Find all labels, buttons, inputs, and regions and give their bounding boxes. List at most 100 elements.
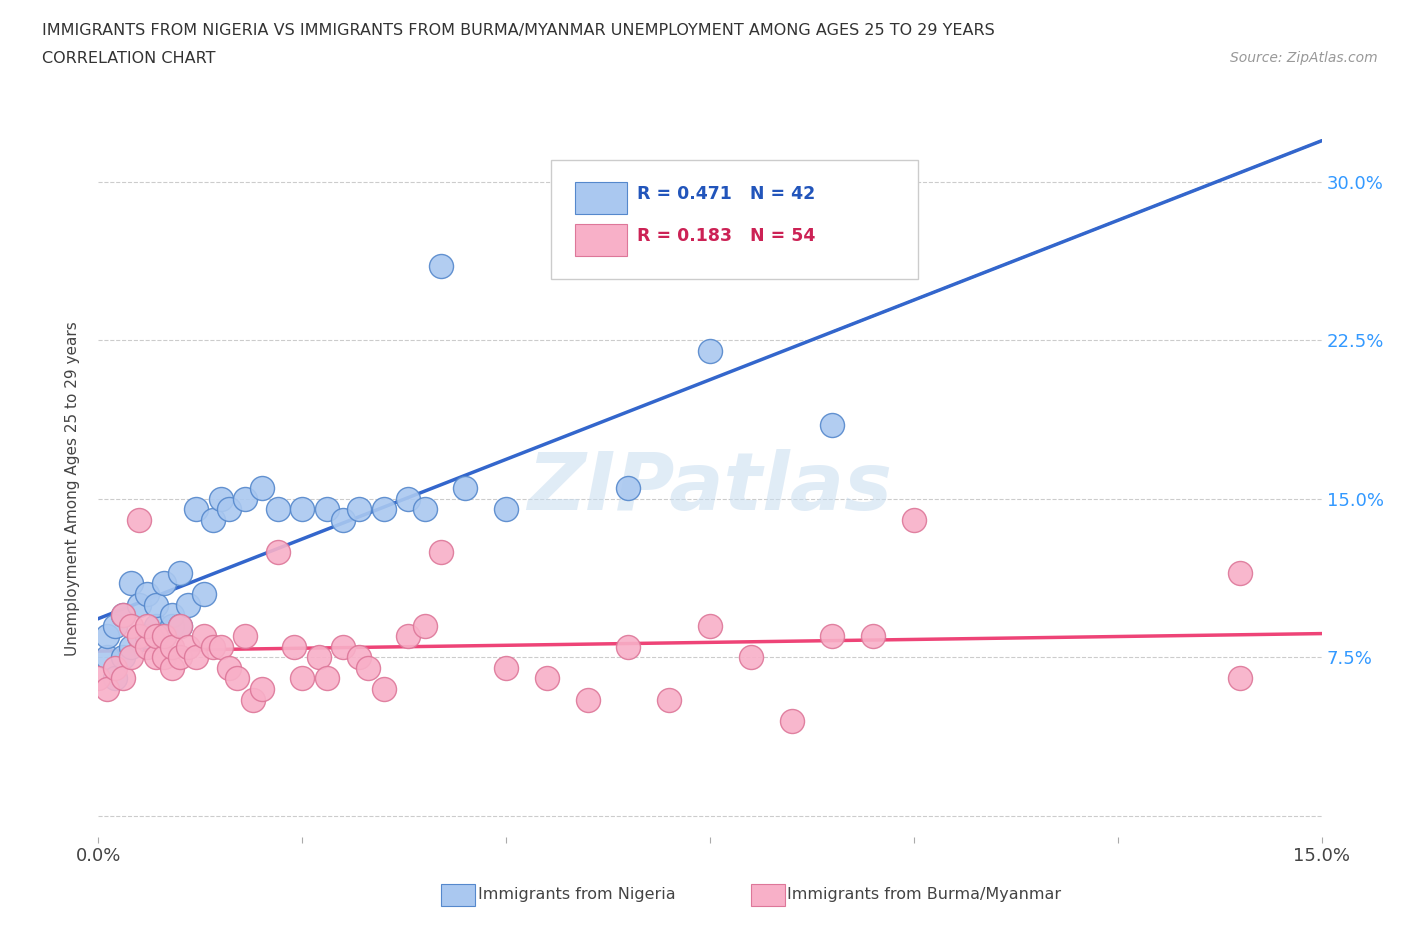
Point bbox=[1229, 671, 1251, 686]
Point bbox=[209, 639, 232, 654]
Point bbox=[169, 650, 191, 665]
Point bbox=[780, 713, 803, 728]
Point bbox=[104, 618, 127, 633]
Text: CORRELATION CHART: CORRELATION CHART bbox=[42, 51, 215, 66]
Point bbox=[169, 565, 191, 580]
Text: Immigrants from Nigeria: Immigrants from Nigeria bbox=[478, 887, 676, 902]
Point bbox=[104, 671, 127, 686]
Point bbox=[242, 692, 264, 707]
Point bbox=[177, 597, 200, 612]
Text: ZIPatlas: ZIPatlas bbox=[527, 449, 893, 527]
Point bbox=[120, 650, 142, 665]
Point bbox=[349, 650, 371, 665]
Point bbox=[120, 576, 142, 591]
FancyBboxPatch shape bbox=[575, 224, 627, 256]
Point bbox=[218, 502, 240, 517]
Point bbox=[699, 618, 721, 633]
Point bbox=[128, 629, 150, 644]
Point bbox=[349, 502, 371, 517]
Point bbox=[111, 607, 134, 622]
Point bbox=[136, 629, 159, 644]
Point bbox=[430, 544, 453, 559]
Point bbox=[699, 343, 721, 358]
Point bbox=[111, 671, 134, 686]
Point bbox=[233, 629, 256, 644]
Text: Source: ZipAtlas.com: Source: ZipAtlas.com bbox=[1230, 51, 1378, 65]
Point bbox=[495, 502, 517, 517]
Point bbox=[332, 639, 354, 654]
Point bbox=[373, 682, 395, 697]
Point bbox=[233, 491, 256, 506]
Point bbox=[193, 587, 215, 602]
Point bbox=[136, 587, 159, 602]
Point bbox=[332, 512, 354, 527]
Point bbox=[617, 481, 640, 496]
Point bbox=[356, 660, 378, 675]
Point bbox=[218, 660, 240, 675]
Point bbox=[315, 502, 337, 517]
Point bbox=[120, 618, 142, 633]
Point bbox=[145, 650, 167, 665]
Point bbox=[396, 629, 419, 644]
Point bbox=[267, 544, 290, 559]
Point bbox=[169, 618, 191, 633]
Point bbox=[152, 650, 174, 665]
Point bbox=[152, 629, 174, 644]
Point bbox=[160, 639, 183, 654]
Text: Immigrants from Burma/Myanmar: Immigrants from Burma/Myanmar bbox=[787, 887, 1062, 902]
Point bbox=[201, 639, 224, 654]
Point bbox=[193, 629, 215, 644]
Y-axis label: Unemployment Among Ages 25 to 29 years: Unemployment Among Ages 25 to 29 years bbox=[65, 321, 80, 656]
Point bbox=[903, 512, 925, 527]
Point bbox=[536, 671, 558, 686]
Point bbox=[209, 491, 232, 506]
Point bbox=[136, 618, 159, 633]
Point bbox=[128, 597, 150, 612]
Point bbox=[145, 618, 167, 633]
Point bbox=[96, 629, 118, 644]
Point bbox=[120, 639, 142, 654]
Point bbox=[226, 671, 249, 686]
Point bbox=[186, 502, 208, 517]
Point bbox=[413, 618, 436, 633]
Point bbox=[136, 639, 159, 654]
Text: R = 0.183   N = 54: R = 0.183 N = 54 bbox=[637, 227, 815, 245]
Point bbox=[617, 639, 640, 654]
Point bbox=[87, 671, 110, 686]
FancyBboxPatch shape bbox=[575, 182, 627, 214]
Point bbox=[1229, 565, 1251, 580]
Point bbox=[250, 682, 273, 697]
Text: IMMIGRANTS FROM NIGERIA VS IMMIGRANTS FROM BURMA/MYANMAR UNEMPLOYMENT AMONG AGES: IMMIGRANTS FROM NIGERIA VS IMMIGRANTS FR… bbox=[42, 23, 995, 38]
Point bbox=[495, 660, 517, 675]
Point bbox=[373, 502, 395, 517]
Point bbox=[96, 682, 118, 697]
Point bbox=[821, 629, 844, 644]
Point bbox=[145, 629, 167, 644]
Point bbox=[201, 512, 224, 527]
Point bbox=[413, 502, 436, 517]
Point bbox=[186, 650, 208, 665]
Point bbox=[160, 660, 183, 675]
Point bbox=[267, 502, 290, 517]
Point bbox=[576, 692, 599, 707]
Point bbox=[658, 692, 681, 707]
Point bbox=[128, 512, 150, 527]
Point bbox=[283, 639, 305, 654]
Point bbox=[315, 671, 337, 686]
Point bbox=[160, 618, 183, 633]
Point bbox=[152, 629, 174, 644]
Point bbox=[177, 639, 200, 654]
Point bbox=[104, 660, 127, 675]
Point bbox=[169, 618, 191, 633]
Point bbox=[111, 650, 134, 665]
Point bbox=[96, 650, 118, 665]
Point bbox=[862, 629, 884, 644]
Point bbox=[152, 576, 174, 591]
Point bbox=[111, 607, 134, 622]
Point bbox=[291, 502, 314, 517]
Point bbox=[430, 259, 453, 273]
Point bbox=[128, 629, 150, 644]
Point bbox=[308, 650, 330, 665]
Point bbox=[740, 650, 762, 665]
Point bbox=[396, 491, 419, 506]
